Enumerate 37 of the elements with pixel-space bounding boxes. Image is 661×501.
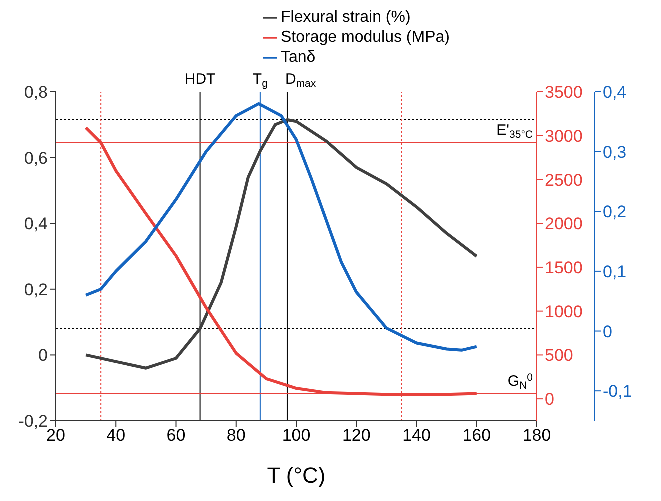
- y2-tick-label: 0: [545, 390, 554, 410]
- y3-tick-label: 0,4: [603, 83, 627, 102]
- ref-line-label: HDT: [184, 71, 216, 88]
- ref-line-label: T$_{g}$: [252, 71, 268, 90]
- x-tick-label: 180: [522, 426, 552, 446]
- legend-label: Tanδ: [281, 49, 316, 66]
- x-tick-label: 100: [282, 426, 311, 446]
- y2-tick-label: 1500: [545, 258, 583, 278]
- legend-label: Storage modulus (MPa): [281, 29, 450, 46]
- y3-tick-label: 0,3: [603, 142, 627, 162]
- x-tick-label: 80: [226, 426, 246, 446]
- y2-tick-label: 3000: [545, 126, 583, 146]
- x-tick-label: 140: [402, 426, 431, 446]
- legend-label: Flexural strain (%): [281, 9, 411, 26]
- y2-tick-label: 500: [545, 346, 574, 366]
- x-axis-title: T (°C): [267, 463, 326, 488]
- y3-tick-label: -0,1: [603, 382, 632, 402]
- y3-tick-label: 0,2: [603, 202, 627, 222]
- y2-tick-label: 2000: [545, 214, 583, 234]
- x-tick-label: 40: [106, 426, 126, 446]
- y-tick-label: 0,2: [24, 280, 48, 300]
- y3-tick-label: 0: [603, 322, 612, 342]
- y2-tick-label: 3500: [545, 83, 583, 102]
- y2-tick-label: 1000: [545, 302, 583, 322]
- ref-line-label: E'$_{35°C}$: [496, 122, 534, 141]
- y2-tick-label: 2500: [545, 170, 583, 190]
- x-tick-label: 20: [46, 426, 66, 446]
- y-tick-label: 0,4: [24, 214, 48, 234]
- y-tick-label: 0,8: [24, 83, 48, 102]
- x-tick-label: 120: [342, 426, 371, 446]
- ref-line-label: D$_{max}$: [285, 71, 317, 90]
- x-tick-label: 60: [166, 426, 186, 446]
- y3-tick-label: 0,1: [603, 262, 627, 282]
- y-tick-label: -0,2: [18, 412, 48, 432]
- y-tick-label: 0,6: [24, 148, 48, 168]
- x-tick-label: 160: [462, 426, 492, 446]
- y-tick-label: 0: [38, 346, 48, 366]
